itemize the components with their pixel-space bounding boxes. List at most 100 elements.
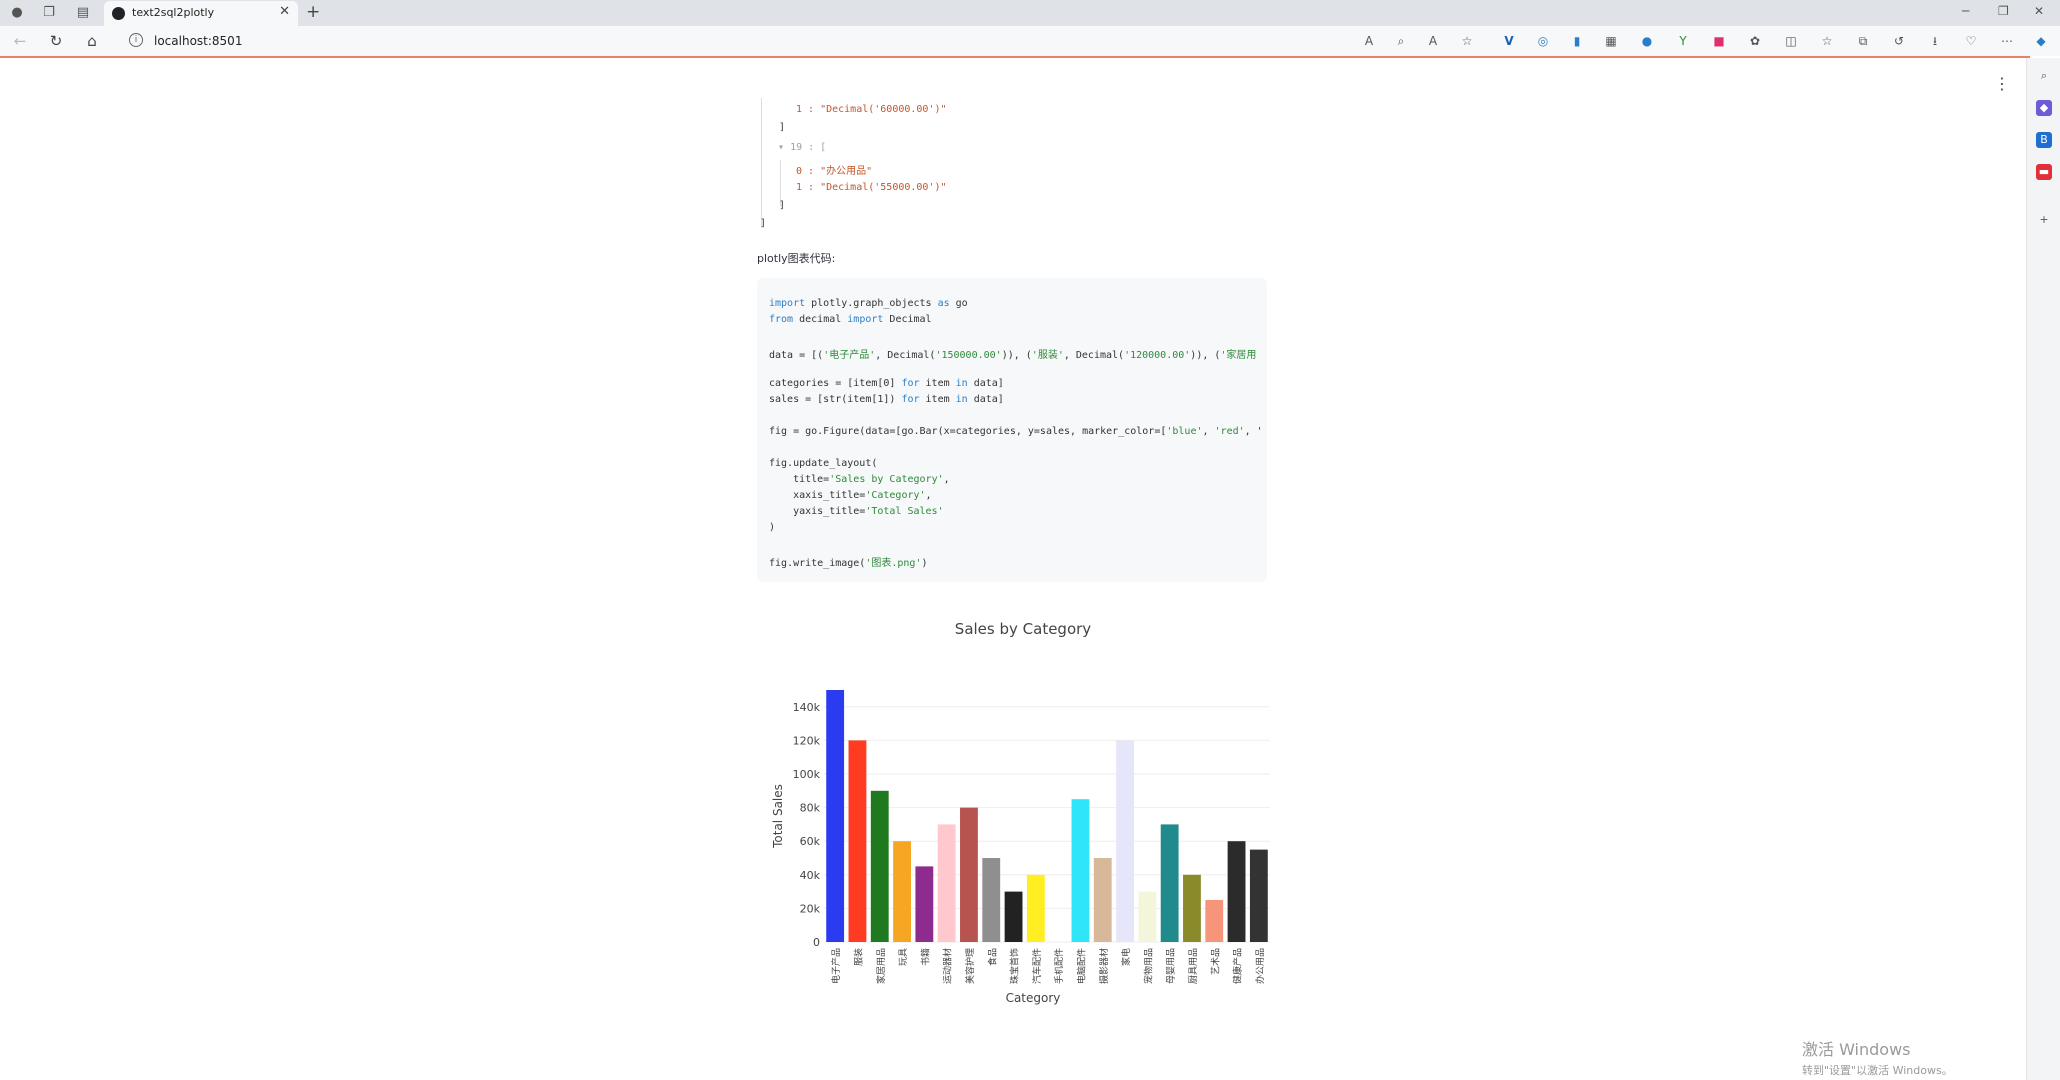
zoom-icon[interactable]: ⌕	[1397, 34, 1405, 48]
code-token: '150000.00'	[935, 350, 1002, 361]
history-icon[interactable]: ↺	[1893, 34, 1905, 48]
code-token: )), (	[1001, 350, 1032, 361]
bar-5	[937, 824, 956, 942]
code-token: ,	[925, 490, 932, 501]
home-icon[interactable]: ⌂	[87, 32, 97, 50]
x-tick-label: 宠物用品	[1142, 948, 1154, 984]
new-tab-button[interactable]: +	[306, 2, 321, 22]
window-close-icon[interactable]: ✕	[2034, 4, 2045, 18]
extension-y-icon[interactable]: Y	[1679, 34, 1687, 48]
extension-dot-icon[interactable]: ●	[1641, 34, 1653, 48]
tab-text2sql2plotly[interactable]: text2sql2plotly ✕	[104, 1, 298, 26]
bar-13	[1116, 740, 1134, 942]
code-token: , Decimal(	[875, 350, 936, 361]
address-bar[interactable]: i localhost:8501	[118, 30, 1358, 52]
immersive-reader-icon[interactable]: A	[1428, 34, 1438, 48]
watermark-line1: 激活 Windows	[1802, 1040, 1911, 1059]
bar-11	[1071, 799, 1090, 942]
x-tick-label: 手机配件	[1053, 948, 1065, 984]
sales-bar-chart[interactable]: 0 20k 40k 60k 80k 100k 120k 140k 电子产品 服装 家居用品 玩具 书籍运…	[760, 610, 1280, 1015]
extension-bookmark-icon[interactable]: ▮	[1573, 34, 1581, 48]
more-menu-icon[interactable]: ⋯	[2001, 34, 2013, 48]
sidebar-app-icon[interactable]: B	[2036, 132, 2052, 148]
favorites-icon[interactable]: ☆	[1821, 34, 1833, 48]
y-axis-title: Total Sales	[771, 784, 785, 849]
split-screen-icon[interactable]: ◫	[1785, 34, 1797, 48]
extension-v-icon[interactable]: V	[1504, 34, 1514, 48]
json-indent-guide	[761, 98, 762, 228]
extension-puzzle-icon[interactable]: ✿	[1749, 34, 1761, 48]
refresh-icon[interactable]: ↻	[49, 32, 63, 50]
code-token: go	[949, 298, 968, 309]
streamlit-main-menu-icon[interactable]: ⋮	[1994, 74, 2010, 93]
code-token: categories = [item[0]	[769, 378, 902, 389]
json-entry: 0 : "办公用品"	[796, 166, 873, 177]
tab-title: text2sql2plotly	[132, 6, 215, 19]
x-tick-label: 艺术品	[1209, 948, 1221, 975]
bar-3	[893, 841, 911, 942]
extension-translate-icon[interactable]: ◎	[1537, 34, 1549, 48]
code-token: from	[769, 314, 794, 325]
workspaces-icon[interactable]: ❐	[43, 5, 55, 20]
x-tick-label: 珠宝首饰	[1009, 948, 1021, 984]
tab-close-icon[interactable]: ✕	[279, 4, 290, 19]
windows-activation-watermark: 激活 Windows 转到"设置"以激活 Windows。	[1802, 1036, 1953, 1078]
code-token: import	[847, 314, 884, 325]
code-token: xaxis_title=	[769, 490, 866, 501]
streamlit-favicon-icon	[112, 7, 125, 20]
bar-19	[1249, 849, 1268, 942]
code-token: 'Sales by Category'	[829, 474, 944, 485]
sidebar-copilot-icon[interactable]: ◆	[2036, 100, 2052, 116]
y-tick-label: 100k	[793, 768, 821, 781]
site-info-icon[interactable]: i	[129, 33, 143, 47]
browser-essentials-icon[interactable]: ♡	[1965, 34, 1977, 48]
bar-1	[848, 740, 867, 942]
restore-icon[interactable]: ❐	[1998, 4, 2009, 18]
code-token: fig = go.Figure(data=[go.Bar(x=categorie…	[769, 426, 1167, 437]
code-token: fig.write_image(	[769, 558, 866, 569]
extension-pink-icon[interactable]: ■	[1713, 34, 1725, 48]
bar-17	[1205, 900, 1224, 942]
code-token: , Decimal(	[1063, 350, 1125, 361]
favorite-star-icon[interactable]: ☆	[1461, 34, 1473, 48]
url-text[interactable]: localhost:8501	[154, 34, 243, 48]
back-icon[interactable]: ←	[13, 32, 27, 50]
code-token: '图表.png'	[865, 558, 922, 569]
bar-12	[1093, 858, 1112, 942]
watermark-line2: 转到"设置"以激活 Windows。	[1802, 1064, 1953, 1077]
extension-grid-icon[interactable]: ▦	[1605, 34, 1617, 48]
y-tick-label: 0	[813, 936, 820, 949]
browser-toolbar: ← ↻ ⌂ i localhost:8501 A ⌕ A ☆ V ◎ ▮ ▦ ●…	[0, 26, 2060, 56]
x-tick-label: 玩具	[898, 948, 909, 966]
code-token: 'Category'	[865, 490, 926, 501]
sidebar-search-icon[interactable]: ⌕	[2040, 69, 2048, 82]
x-tick-label: 服装	[852, 948, 864, 966]
code-block[interactable]: import plotly.graph_objects as go from d…	[757, 278, 1267, 582]
json-entry: 1 : "Decimal('60000.00')"	[796, 104, 947, 115]
code-token: title=	[769, 474, 830, 485]
bar-0	[826, 690, 845, 942]
code-token: in	[955, 394, 968, 405]
minimize-icon[interactable]: ─	[1962, 4, 1970, 18]
vertical-tabs-icon[interactable]: ▤	[76, 5, 90, 20]
download-icon[interactable]: ⭳	[1932, 34, 1938, 48]
sidebar-app2-icon[interactable]: ▬	[2036, 164, 2052, 180]
bar-6	[960, 807, 978, 942]
code-token: as	[937, 298, 950, 309]
code-token: item	[919, 394, 956, 405]
x-tick-label: 家居用品	[875, 948, 887, 984]
copilot-icon[interactable]: ◆	[2036, 34, 2046, 48]
collections-icon[interactable]: ⧉	[1858, 34, 1868, 48]
code-token: data]	[967, 394, 1004, 405]
profile-icon[interactable]: ●	[11, 5, 23, 20]
json-collapse-icon[interactable]: ▾	[778, 142, 785, 153]
json-key[interactable]: 19 : [	[790, 142, 827, 153]
y-tick-label: 40k	[800, 869, 821, 882]
code-token: yaxis_title=	[769, 506, 866, 517]
edge-sidebar: ⌕ ◆ B ▬ +	[2026, 58, 2060, 1080]
code-token: '服装'	[1031, 350, 1064, 361]
x-tick-label: 厨具用品	[1188, 948, 1199, 984]
sidebar-add-icon[interactable]: +	[2039, 213, 2049, 226]
code-token: '120000.00'	[1124, 350, 1191, 361]
read-aloud-icon[interactable]: A	[1364, 34, 1374, 48]
